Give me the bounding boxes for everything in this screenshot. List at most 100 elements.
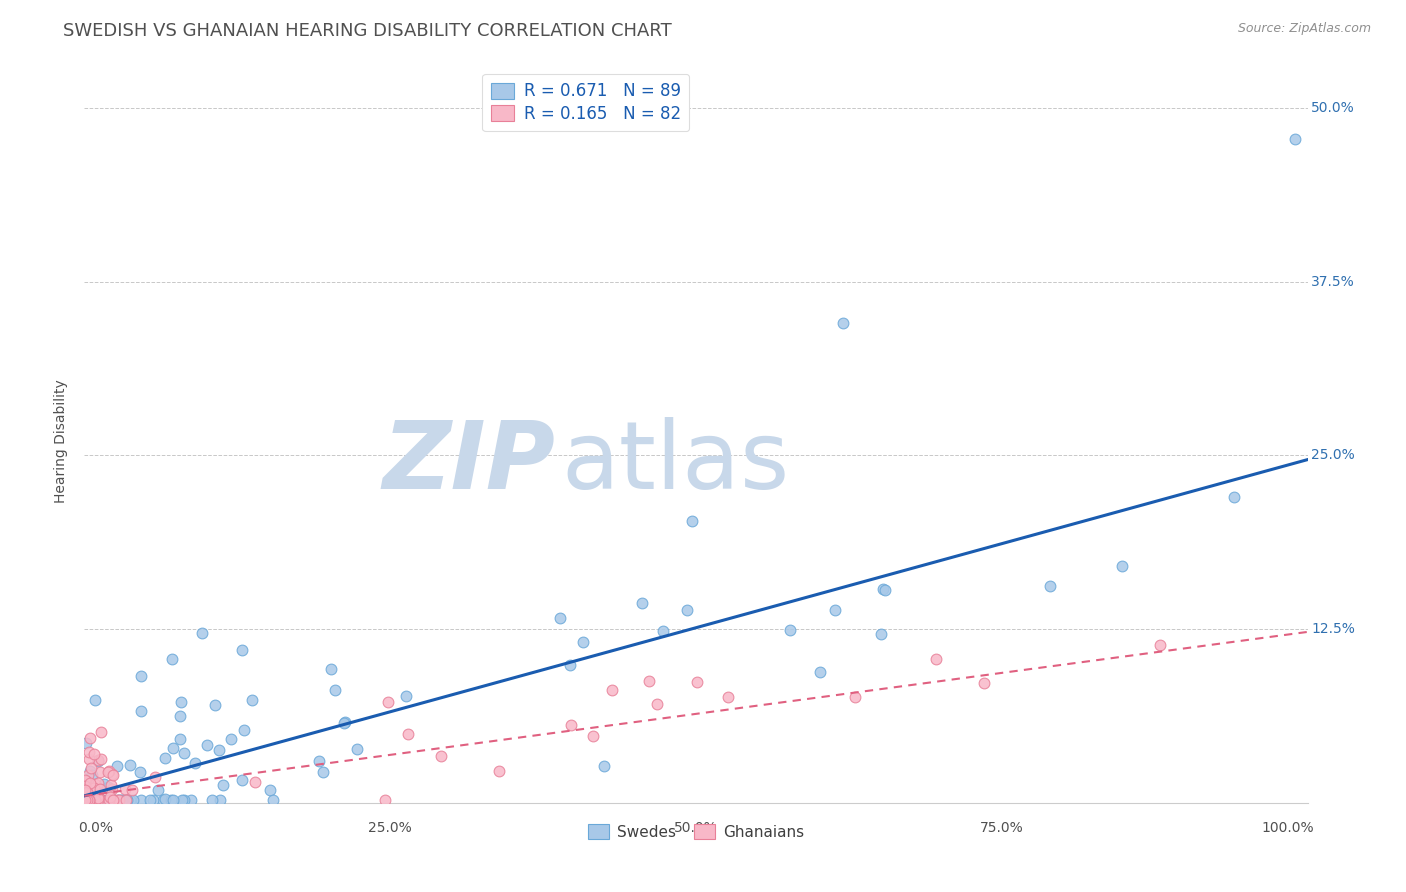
Point <box>129 704 152 718</box>
Point <box>87 790 110 805</box>
Point <box>77 745 100 759</box>
Point <box>1111 559 1133 574</box>
Legend: Swedes, Ghanaians: Swedes, Ghanaians <box>582 818 810 846</box>
Point <box>101 781 124 796</box>
Point <box>79 764 101 779</box>
Point <box>93 777 115 791</box>
Text: 37.5%: 37.5% <box>1312 275 1355 289</box>
Text: atlas: atlas <box>561 417 790 509</box>
Point <box>142 793 165 807</box>
Point <box>572 634 595 648</box>
Point <box>1039 579 1062 593</box>
Point <box>86 754 108 768</box>
Point <box>172 793 194 807</box>
Point <box>103 793 125 807</box>
Point <box>779 623 801 637</box>
Point <box>676 602 699 616</box>
Point <box>114 782 136 797</box>
Point <box>152 793 174 807</box>
Point <box>77 775 100 789</box>
Point <box>75 793 97 807</box>
Point <box>170 695 193 709</box>
Point <box>105 793 128 807</box>
Point <box>233 723 256 737</box>
Point <box>75 736 97 750</box>
Point <box>75 783 97 797</box>
Point <box>169 708 191 723</box>
Point <box>73 780 96 794</box>
Text: SWEDISH VS GHANAIAN HEARING DISABILITY CORRELATION CHART: SWEDISH VS GHANAIAN HEARING DISABILITY C… <box>63 22 672 40</box>
Point <box>204 698 226 712</box>
Point <box>91 793 114 807</box>
Point <box>89 793 111 807</box>
Point <box>129 793 152 807</box>
Text: 12.5%: 12.5% <box>1312 622 1355 636</box>
Point <box>89 782 111 797</box>
Point <box>129 669 152 683</box>
Point <box>75 791 97 805</box>
Point <box>98 793 121 807</box>
Point <box>308 754 330 768</box>
Point <box>115 793 138 807</box>
Point <box>79 793 101 807</box>
Point <box>83 747 105 761</box>
Point <box>600 682 623 697</box>
Point <box>79 793 101 807</box>
Text: ZIP: ZIP <box>382 417 555 509</box>
Point <box>323 683 346 698</box>
Point <box>108 793 131 807</box>
Point <box>139 793 162 807</box>
Point <box>121 783 143 797</box>
Point <box>101 768 124 782</box>
Point <box>80 761 103 775</box>
Point <box>209 793 232 807</box>
Point <box>686 674 709 689</box>
Point <box>162 741 184 756</box>
Point <box>97 765 120 780</box>
Point <box>245 775 267 789</box>
Point <box>84 693 107 707</box>
Point <box>107 758 129 772</box>
Point <box>201 793 224 807</box>
Point <box>80 768 103 782</box>
Point <box>118 793 141 807</box>
Point <box>97 780 120 794</box>
Point <box>75 793 97 807</box>
Point <box>111 793 134 807</box>
Point <box>396 727 419 741</box>
Point <box>76 793 98 807</box>
Point <box>122 793 145 807</box>
Point <box>191 626 214 640</box>
Point <box>83 782 105 797</box>
Point <box>173 793 195 807</box>
Point <box>560 717 582 731</box>
Point <box>110 793 132 807</box>
Point <box>73 793 96 807</box>
Point <box>79 793 101 807</box>
Point <box>333 716 356 731</box>
Point <box>844 690 866 704</box>
Point <box>593 758 616 772</box>
Point <box>630 596 652 610</box>
Point <box>101 767 124 781</box>
Point <box>76 793 98 807</box>
Point <box>231 772 253 787</box>
Point <box>377 695 399 709</box>
Point <box>87 793 110 807</box>
Point <box>75 773 97 788</box>
Point <box>79 793 101 807</box>
Point <box>103 793 125 807</box>
Point <box>128 764 150 779</box>
Point <box>115 793 138 807</box>
Point <box>638 674 661 689</box>
Point <box>1223 490 1246 504</box>
Point <box>312 765 335 780</box>
Point <box>169 732 191 747</box>
Point <box>83 793 105 807</box>
Text: 100.0%: 100.0% <box>1261 821 1313 835</box>
Point <box>76 793 98 807</box>
Point <box>374 793 396 807</box>
Point <box>87 754 110 768</box>
Point <box>73 786 96 800</box>
Point <box>925 651 948 665</box>
